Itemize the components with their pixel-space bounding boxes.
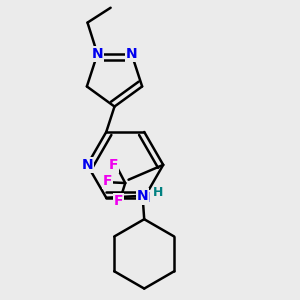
Text: F: F — [109, 158, 118, 172]
Text: F: F — [102, 174, 112, 188]
Text: N: N — [126, 47, 137, 61]
Text: N: N — [81, 158, 93, 172]
Text: N: N — [137, 189, 148, 203]
Text: N: N — [138, 191, 150, 205]
Text: H: H — [153, 186, 164, 199]
Text: F: F — [114, 194, 123, 208]
Text: N: N — [92, 47, 103, 61]
